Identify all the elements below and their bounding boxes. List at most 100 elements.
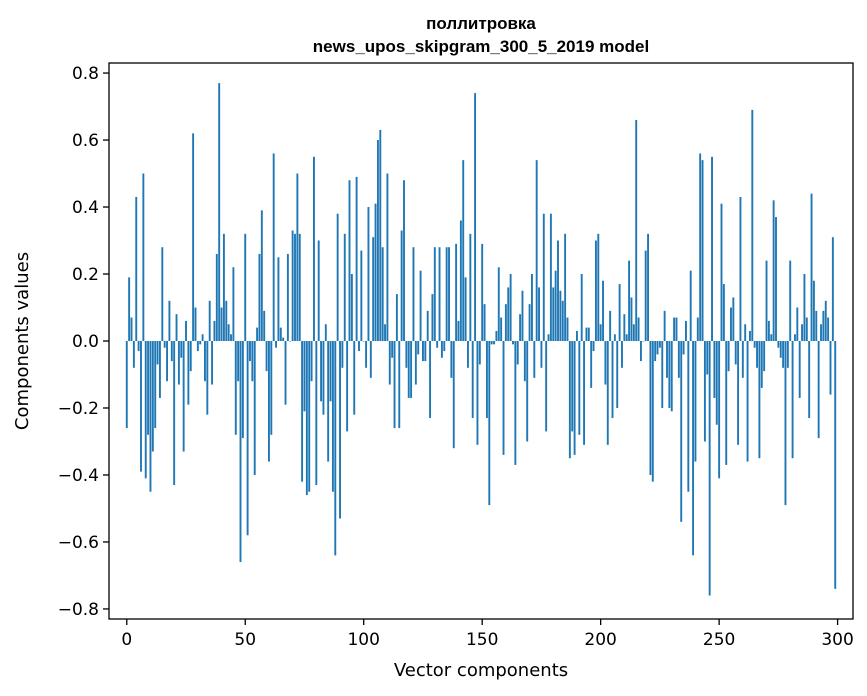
bar-118: [405, 341, 408, 368]
bar-173: [535, 160, 538, 341]
bar-117: [403, 180, 405, 341]
bar-94: [348, 180, 351, 341]
bar-104: [372, 237, 375, 341]
bar-277: [782, 341, 785, 368]
bar-164: [514, 341, 517, 465]
bar-286: [803, 274, 806, 341]
bar-125: [422, 341, 424, 362]
x-axis-label: Vector components: [394, 660, 568, 681]
bar-168: [523, 341, 526, 382]
bar-242: [699, 153, 702, 341]
bar-120: [410, 341, 413, 398]
bar-12: [154, 341, 157, 429]
bar-131: [436, 341, 439, 348]
bar-195: [587, 327, 590, 341]
bar-51: [246, 341, 249, 536]
bar-109: [384, 324, 386, 341]
bar-205: [611, 341, 614, 419]
bar-91: [341, 341, 344, 368]
bar-243: [701, 160, 704, 341]
chart-title-line2: news_upos_skipgram_300_5_2019 model: [313, 37, 649, 56]
bar-181: [554, 270, 557, 341]
bar-16: [163, 341, 166, 348]
bars-group: [125, 83, 837, 596]
bar-223: [654, 341, 657, 362]
bar-200: [599, 324, 602, 341]
bar-22: [177, 341, 180, 385]
bar-58: [263, 310, 266, 341]
x-tick-label: 150: [466, 630, 498, 650]
bar-116: [400, 230, 403, 341]
bar-194: [585, 327, 588, 341]
bar-35: [208, 300, 211, 341]
bar-97: [355, 176, 358, 341]
bar-26: [187, 341, 190, 405]
bar-216: [637, 317, 640, 341]
bar-83: [322, 341, 325, 415]
bar-174: [538, 287, 540, 341]
bar-67: [284, 341, 287, 405]
bar-230: [670, 341, 673, 412]
bar-248: [713, 341, 716, 398]
bar-184: [561, 300, 564, 341]
bar-38: [215, 253, 218, 341]
bar-267: [758, 341, 761, 459]
bar-263: [748, 330, 751, 341]
bar-62: [272, 153, 275, 341]
bar-81: [317, 240, 320, 341]
bar-293: [820, 324, 822, 341]
bar-69: [289, 341, 292, 342]
bar-77: [308, 341, 311, 492]
y-tick-label: 0.6: [72, 131, 99, 151]
bar-182: [557, 240, 559, 341]
bar-142: [462, 160, 465, 341]
bar-68: [286, 253, 289, 341]
bar-112: [391, 341, 394, 358]
bar-73: [298, 233, 301, 341]
bar-106: [376, 140, 379, 341]
bar-264: [751, 109, 754, 341]
bar-292: [817, 341, 820, 439]
bar-215: [635, 119, 638, 341]
bar-76: [305, 341, 308, 496]
bar-297: [829, 341, 832, 395]
bar-102: [367, 207, 370, 341]
bar-175: [540, 341, 543, 368]
bar-259: [739, 196, 742, 341]
bar-39: [218, 83, 221, 341]
bar-239: [692, 341, 695, 556]
bar-227: [663, 310, 666, 341]
bar-128: [429, 341, 432, 419]
bar-262: [746, 341, 749, 462]
bar-160: [504, 304, 507, 341]
bar-266: [756, 341, 758, 368]
bar-65: [279, 327, 282, 341]
bar-235: [682, 341, 685, 355]
bar-96: [353, 341, 356, 415]
bar-137: [450, 341, 453, 378]
bar-218: [642, 341, 645, 342]
y-tick-label: 0.2: [72, 265, 99, 285]
bar-165: [516, 341, 519, 365]
bar-98: [358, 341, 360, 352]
bar-34: [206, 341, 209, 415]
bar-21: [175, 314, 178, 341]
bar-84: [324, 324, 327, 341]
bar-114: [395, 294, 398, 341]
bar-240: [694, 341, 697, 462]
bar-188: [571, 341, 574, 432]
bar-202: [604, 341, 607, 385]
bar-1: [128, 277, 131, 341]
bar-256: [732, 297, 735, 341]
bar-71: [294, 233, 296, 341]
bar-299: [834, 341, 837, 589]
bar-27: [189, 341, 192, 372]
x-tick-label: 250: [703, 630, 735, 650]
bar-270: [765, 260, 768, 341]
bar-245: [706, 341, 709, 375]
bar-170: [528, 304, 531, 341]
bar-283: [796, 307, 799, 341]
bar-213: [630, 297, 633, 341]
bar-105: [374, 203, 377, 341]
